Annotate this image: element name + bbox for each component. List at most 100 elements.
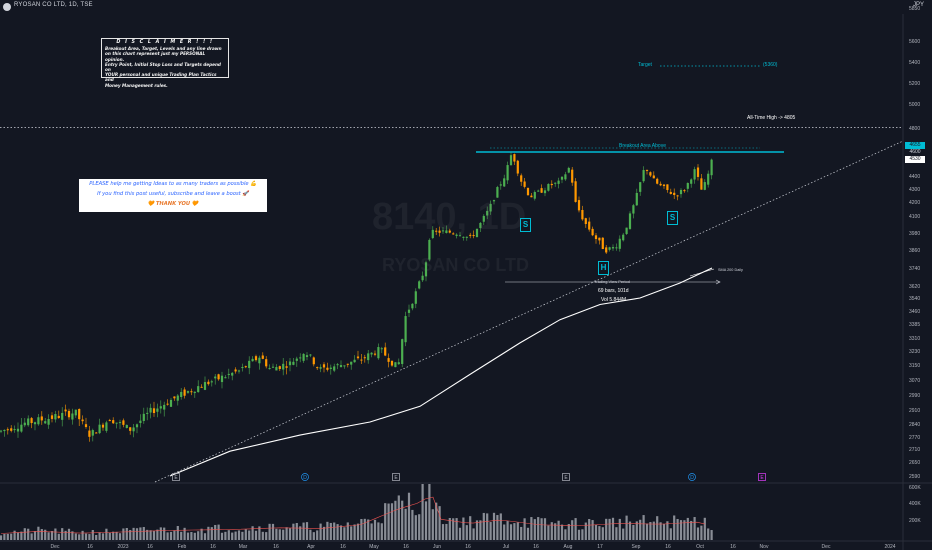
candle-body <box>258 357 261 364</box>
volume-bar <box>237 530 241 540</box>
volume-bar <box>309 529 312 540</box>
candle-body <box>574 181 577 202</box>
earnings-marker-icon <box>172 473 180 481</box>
candle-body <box>431 229 434 239</box>
volume-bar <box>489 522 492 540</box>
candle-body <box>115 422 118 424</box>
volume-bar <box>540 518 543 540</box>
candle-body <box>662 184 666 187</box>
candle-body <box>91 430 94 436</box>
chart-header: RYOSAN CO LTD, 1D, TSE JPY <box>0 0 932 14</box>
volume-bar <box>492 512 496 540</box>
right-shoulder-label: S <box>667 211 678 225</box>
volume-bar <box>591 520 594 540</box>
volume-bar <box>244 529 247 540</box>
candle-body <box>465 236 468 238</box>
volume-bar <box>278 529 281 540</box>
candle-body <box>618 238 621 249</box>
candle-body <box>248 360 251 369</box>
candle-body <box>543 190 547 194</box>
candle-body <box>350 361 353 365</box>
candle-body <box>560 176 564 180</box>
volume-bar <box>424 501 428 540</box>
candle-body <box>540 188 543 193</box>
target-value: (5360) <box>763 62 778 68</box>
volume-bar <box>703 517 706 540</box>
x-tick-label: May <box>369 544 379 550</box>
volume-bar <box>217 524 220 540</box>
volume-bar <box>622 528 625 540</box>
candle-body <box>414 291 417 304</box>
candle-body <box>370 352 373 355</box>
volume-bar <box>404 508 407 540</box>
candle-body <box>163 404 166 410</box>
y-tick-label: 5600 <box>909 39 920 45</box>
volume-bar <box>411 509 414 540</box>
volume-bar <box>98 532 101 540</box>
volume-bar <box>679 520 683 540</box>
candle-body <box>16 428 20 432</box>
symbol-title[interactable]: RYOSAN CO LTD, 1D, TSE <box>14 2 93 8</box>
volume-bar <box>530 517 533 540</box>
candle-body <box>547 183 550 191</box>
candle-body <box>312 357 315 365</box>
candle-body <box>411 303 414 309</box>
volume-ma-line <box>0 496 706 534</box>
volume-bar <box>95 534 98 540</box>
candle-body <box>516 160 519 174</box>
x-tick-label: Mar <box>239 544 248 550</box>
candle-body <box>101 424 105 428</box>
candle-body <box>265 359 268 367</box>
volume-bar <box>588 519 591 540</box>
volume-bar <box>557 520 560 540</box>
candle-body <box>564 174 567 180</box>
candle-body <box>438 230 441 233</box>
volume-bar <box>271 523 275 540</box>
volume-bar <box>254 530 258 540</box>
volume-bar <box>241 531 244 540</box>
y-tick-label: 4800 <box>909 126 920 132</box>
candle-body <box>673 192 676 196</box>
y-tick-label: 4300 <box>909 187 920 193</box>
volume-bar <box>418 514 421 540</box>
candle-body <box>244 366 247 368</box>
candle-body <box>588 221 591 230</box>
y-tick-label: 2910 <box>909 408 920 414</box>
y-tick-label: 4100 <box>909 214 920 220</box>
currency-label: JPY <box>912 2 924 8</box>
candle-body <box>642 170 645 182</box>
candle-body <box>200 386 203 388</box>
candle-body <box>135 424 139 428</box>
volume-bar <box>180 531 183 540</box>
candle-body <box>496 187 499 198</box>
volume-bar <box>258 526 261 540</box>
candle-body <box>169 399 173 407</box>
volume-bar <box>91 529 94 540</box>
candle-body <box>241 367 244 369</box>
y-tick-label: 2990 <box>909 393 920 399</box>
candle-body <box>533 191 536 199</box>
candle-body <box>669 191 672 195</box>
candle-body <box>261 355 264 359</box>
volume-bar <box>499 513 502 540</box>
volume-bar <box>288 528 292 540</box>
candle-body <box>186 391 190 393</box>
y-tick-label: 3385 <box>909 322 920 328</box>
volume-bar <box>696 527 700 540</box>
candle-body <box>23 422 26 426</box>
candle-body <box>57 415 60 418</box>
volume-bar <box>251 526 254 540</box>
volume-bar <box>438 506 441 540</box>
volume-bar <box>669 528 672 540</box>
volume-bar <box>526 527 530 540</box>
earnings-marker-icon <box>758 473 766 481</box>
volume-bar <box>13 530 16 540</box>
y-tick-label: 2770 <box>909 435 920 441</box>
volume-bar <box>50 531 54 540</box>
volume-bar <box>64 530 67 540</box>
candle-body <box>339 365 343 368</box>
candle-body <box>305 355 309 358</box>
candle-body <box>428 239 431 260</box>
volume-bar <box>149 530 152 540</box>
